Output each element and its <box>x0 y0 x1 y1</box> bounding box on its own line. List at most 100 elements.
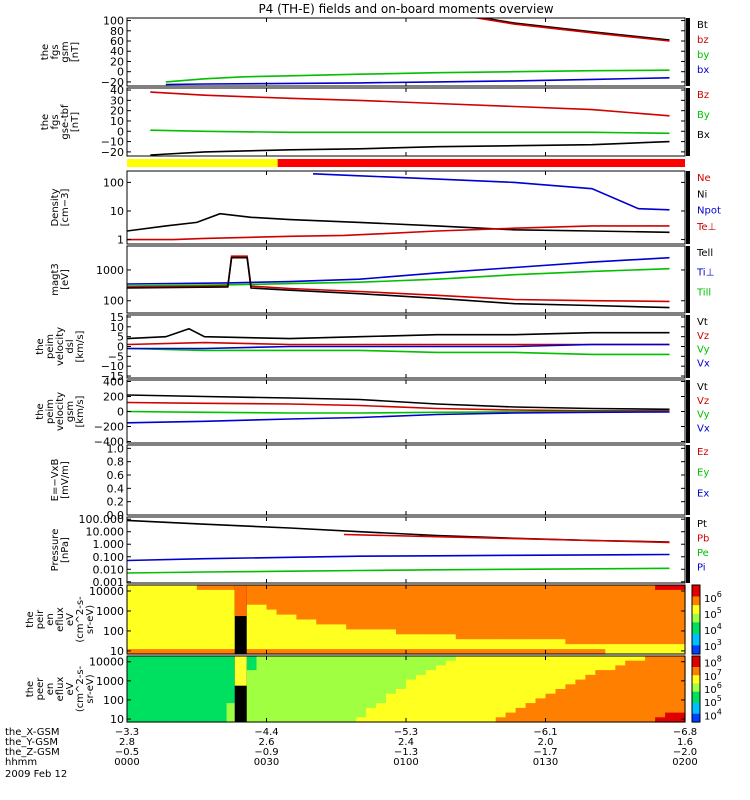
spectrogram-cell <box>605 594 616 601</box>
spectrogram-cell <box>455 589 467 596</box>
spectrogram-cell <box>675 599 686 606</box>
spectrogram-cell <box>565 629 576 635</box>
spectrogram-cell <box>545 703 557 709</box>
colorbar-tick-exponent: 6 <box>717 681 722 690</box>
legend-Vz: Vz <box>697 396 709 407</box>
spectrogram-cell <box>416 674 427 681</box>
spectrogram-cell <box>286 585 297 591</box>
spectrogram-cell <box>246 660 258 666</box>
spectrogram-cell <box>137 614 148 621</box>
spectrogram-cell <box>376 619 387 625</box>
spectrogram-cell <box>286 660 297 666</box>
spectrogram-cell <box>455 604 467 611</box>
spectrogram-cell <box>376 693 387 699</box>
spectrogram-cell <box>356 644 367 650</box>
spectrogram-cell <box>655 670 666 676</box>
spectrogram-cell <box>386 619 397 625</box>
spectrogram-cell <box>425 649 437 655</box>
spectrogram-cell <box>316 674 327 681</box>
spectrogram-cell <box>336 624 347 630</box>
spectrogram-cell <box>475 665 487 671</box>
spectrogram-cell <box>366 624 377 630</box>
spectrogram-cell <box>416 624 427 630</box>
spectrogram-cell <box>276 604 288 611</box>
spectrogram-cell <box>445 698 457 704</box>
ytick-label: 5 <box>117 331 124 344</box>
legend-Vx: Vx <box>697 423 710 434</box>
spectrogram-cell <box>196 679 208 685</box>
spectrogram-cell <box>585 679 596 685</box>
spectrogram-cell <box>495 717 507 723</box>
spectrogram-cell <box>465 693 477 699</box>
spectrogram-cell <box>286 629 297 635</box>
spectrogram-cell <box>595 639 606 645</box>
spectrogram-cell <box>256 703 268 709</box>
spectrogram-cell <box>525 674 537 681</box>
spectrogram-cell <box>356 684 367 690</box>
spectrogram-cell <box>585 614 596 621</box>
spectrogram-cell <box>655 656 666 662</box>
colorbar-cell <box>692 587 700 592</box>
spectrogram-cell <box>655 693 666 699</box>
spectrogram-cell <box>595 604 606 611</box>
spectrogram-cell <box>366 679 377 685</box>
spectrogram-cell <box>146 712 158 718</box>
time-row-label: hhmm <box>5 757 37 768</box>
ytick-label: 1.0 <box>107 442 125 455</box>
spectrogram-cell <box>346 684 357 690</box>
spectrogram-cell <box>465 649 477 655</box>
spectrogram-cell <box>495 649 507 655</box>
spectrogram-cell <box>605 674 616 681</box>
spectrogram-cell <box>595 689 606 695</box>
spectrogram-cell <box>226 689 238 695</box>
spectrogram-cell <box>485 614 497 621</box>
spectrogram-cell <box>216 619 228 625</box>
colorbar-cell <box>692 697 700 701</box>
spectrogram-cell <box>366 644 377 650</box>
spectrogram-cell <box>286 589 297 596</box>
spectrogram-cell <box>356 609 367 616</box>
spectrogram-cell <box>575 619 586 625</box>
spectrogram-cell <box>445 717 457 723</box>
spectrogram-cell <box>475 639 487 645</box>
spectrogram-cell <box>137 656 148 662</box>
spectrogram-cell <box>196 717 208 723</box>
spectrogram-cell <box>485 698 497 704</box>
spectrogram-cell <box>226 629 238 635</box>
spectrogram-cell <box>386 624 397 630</box>
spectrogram-cell <box>366 712 377 718</box>
spectrogram-cell <box>276 589 288 596</box>
spectrogram-cell <box>455 670 467 676</box>
spectrogram-cell <box>306 656 317 662</box>
spectrogram-cell <box>525 684 537 690</box>
ylabel-line: [km/s] <box>75 330 86 362</box>
colorbar-cell <box>692 610 700 615</box>
spectrogram-cell <box>366 614 377 621</box>
time-row-value: −6.1 <box>533 727 557 738</box>
spectrogram-cell <box>425 624 437 630</box>
spectrogram-cell <box>645 585 656 591</box>
legend-Npot: Npot <box>697 206 721 217</box>
spectrogram-cell <box>366 717 377 723</box>
spectrogram-cell <box>156 624 168 630</box>
spectrogram-cell <box>435 665 447 671</box>
spectrogram-cell <box>475 717 487 723</box>
spectrogram-cell <box>296 670 307 676</box>
spectrogram-cell <box>286 684 297 690</box>
spectrogram-cell <box>406 644 417 650</box>
spectrogram-cell <box>206 703 218 709</box>
spectrogram-cell <box>216 594 228 601</box>
spectrogram-cell <box>166 644 178 650</box>
spectrogram-cell <box>256 599 268 606</box>
spectrogram-cell <box>216 703 228 709</box>
spectrogram-cell <box>655 684 666 690</box>
spectrogram-cell <box>306 614 317 621</box>
spectrogram-cell <box>366 604 377 611</box>
spectrogram-cell <box>306 594 317 601</box>
spectrogram-cell <box>196 698 208 704</box>
spectrogram-cell <box>525 707 537 714</box>
spectrogram-cell <box>495 589 507 596</box>
spectrogram-cell <box>356 604 367 611</box>
spectrogram-cell <box>356 717 367 723</box>
